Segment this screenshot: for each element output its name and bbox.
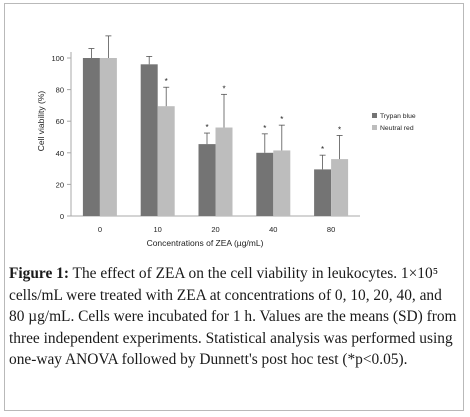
significance-marker: * — [321, 145, 324, 154]
significance-marker: * — [263, 124, 266, 133]
legend-swatch — [372, 113, 377, 118]
x-axis-title: Concentrations of ZEA (µg/mL) — [147, 238, 264, 248]
legend-label: Trypan blue — [380, 113, 416, 120]
figure-frame — [4, 3, 464, 411]
bar — [215, 127, 233, 216]
y-tick-label: 0 — [60, 212, 64, 221]
significance-marker: * — [222, 84, 225, 93]
significance-marker: * — [338, 125, 341, 134]
significance-marker: * — [165, 77, 168, 86]
caption-text: The effect of ZEA on the cell viability … — [9, 265, 457, 368]
x-tick-label: 80 — [327, 225, 335, 234]
caption-label: Figure 1: — [9, 265, 69, 282]
bar — [198, 144, 216, 216]
legend: Trypan blue Neutral red — [372, 113, 416, 132]
y-tick-label: 40 — [56, 149, 64, 158]
bar — [140, 64, 158, 216]
y-tick-label: 100 — [51, 54, 64, 63]
figure-caption: Figure 1: The effect of ZEA on the cell … — [9, 263, 461, 371]
bar — [256, 152, 274, 216]
significance-marker: * — [280, 115, 283, 124]
bar — [157, 106, 175, 216]
legend-label: Neutral red — [380, 125, 414, 132]
bar — [99, 58, 117, 216]
bar-chart: 0 20 40 60 80 100 * * * * * * * 0 10 20 40 80 Cell viab… — [36, 35, 416, 248]
bar — [82, 58, 100, 216]
x-tick-label: 40 — [269, 225, 277, 234]
bar-group: * * * * * * * — [82, 35, 349, 216]
x-tick-label: 0 — [98, 225, 102, 234]
significance-marker: * — [205, 123, 208, 132]
y-tick-label: 20 — [56, 180, 64, 189]
x-axis-ticks: 0 10 20 40 80 — [98, 225, 335, 234]
bar — [273, 150, 291, 216]
y-axis-title: Cell viability (%) — [36, 91, 46, 152]
x-tick-label: 10 — [154, 225, 162, 234]
bar — [314, 169, 332, 216]
bar — [331, 159, 349, 216]
y-tick-label: 80 — [56, 86, 64, 95]
legend-swatch — [372, 125, 377, 130]
y-tick-label: 60 — [56, 117, 64, 126]
y-axis-ticks: 0 20 40 60 80 100 — [51, 54, 71, 221]
x-tick-label: 20 — [211, 225, 219, 234]
